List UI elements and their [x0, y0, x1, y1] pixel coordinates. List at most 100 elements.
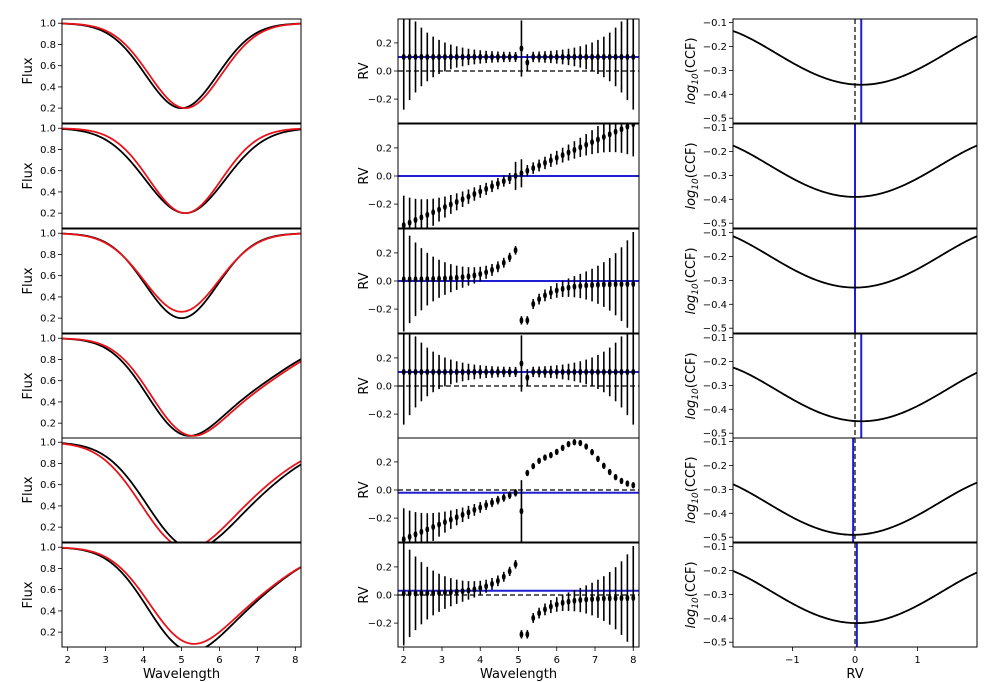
ytick-label: −0.5: [703, 533, 727, 544]
rv-point: [437, 53, 441, 61]
rv-point: [431, 368, 436, 376]
ytick-label: −0.3: [703, 485, 727, 496]
rv-point: [525, 469, 530, 477]
ytick-label: 0.8: [40, 355, 56, 366]
rv-panel-5: −0.2 0.0 0.2 RV: [357, 437, 640, 543]
ccf-plot-area: [733, 229, 977, 333]
ccf-plot-area: [733, 124, 977, 228]
rv-point: [460, 587, 465, 595]
rv-point: [572, 146, 577, 154]
rv-point: [401, 53, 406, 61]
rv-point: [519, 45, 524, 52]
rv-point: [584, 596, 589, 603]
rv-point: [401, 221, 406, 228]
rv-point: [625, 124, 630, 130]
rv-point: [484, 583, 489, 590]
rv-point: [543, 368, 547, 376]
rv-point: [537, 368, 541, 376]
rv-point: [419, 368, 424, 376]
rv-point: [448, 589, 453, 596]
rv-plot-area: [398, 439, 639, 542]
ccf-column: −0.1−0.2−0.3−0.4−0.5log10(CCF)−0.1−0.2−0…: [684, 18, 978, 682]
rv-point: [478, 368, 483, 376]
ytick-label: −0.1: [703, 18, 727, 29]
xtick-label: 3: [102, 655, 108, 666]
rv-point: [507, 53, 512, 61]
rv-point: [431, 209, 436, 216]
ytick-label: 1.0: [40, 229, 56, 240]
ytick-label: −0.5: [703, 429, 727, 440]
ytick-label: −0.3: [703, 590, 727, 601]
rv-point: [425, 53, 430, 61]
rv-point: [554, 287, 559, 294]
rv-point: [460, 196, 465, 203]
ytick-label: −0.2: [703, 357, 727, 368]
rv-point: [519, 507, 524, 515]
flux-panel-3: 0.2 0.4 0.6 0.8 1.0 Flux: [21, 228, 302, 334]
rv-point: [531, 300, 536, 308]
rv-point: [413, 216, 418, 224]
ccf-curve: [733, 366, 977, 423]
ytick-label: 0.2: [376, 562, 392, 573]
panel-frame: [732, 228, 978, 334]
rv-point: [431, 523, 436, 531]
rv-point: [607, 131, 612, 138]
observed-line: [62, 232, 301, 320]
ylabel: log10(CCF): [684, 142, 701, 209]
rv-point: [454, 368, 459, 376]
rv-point: [443, 518, 447, 526]
ylabel: log10(CCF): [684, 352, 701, 419]
ytick-label: 0.2: [40, 314, 56, 325]
rv-point: [537, 295, 541, 303]
rv-point: [543, 454, 547, 461]
rv-point: [496, 263, 500, 271]
rv-point: [407, 53, 412, 61]
rv-point: [484, 53, 489, 61]
rv-point: [619, 594, 624, 602]
rv-point: [566, 284, 571, 291]
rv-point: [584, 443, 589, 450]
panel-frame: [61, 123, 302, 229]
rv-point: [572, 283, 577, 290]
rv-plot-area: [398, 19, 639, 110]
xtick-label: 2: [401, 655, 407, 666]
rv-point: [560, 444, 565, 452]
rv-point: [448, 275, 453, 282]
rv-point: [619, 368, 624, 376]
ytick-label: 1.0: [40, 334, 56, 345]
rv-point: [437, 206, 441, 213]
observed-line: [62, 442, 301, 542]
rv-point: [584, 141, 589, 148]
rv-point: [466, 509, 471, 516]
rv-point: [454, 514, 459, 521]
rv-point: [507, 492, 512, 499]
rv-point: [419, 53, 424, 61]
rv-point: [531, 614, 536, 622]
rv-point: [613, 53, 618, 61]
rv-point: [613, 368, 618, 376]
ytick-label: −0.4: [703, 300, 727, 311]
xtick-label: 7: [592, 655, 598, 666]
rv-point: [466, 53, 471, 61]
rv-point: [478, 188, 483, 195]
rv-point: [543, 159, 547, 167]
ccf-plot-area: [733, 543, 977, 647]
ytick-label: 0.2: [40, 104, 56, 115]
ytick-label: 0.2: [376, 38, 392, 49]
rv-point: [448, 201, 453, 208]
ytick-label: −0.2: [368, 305, 392, 316]
rv-point: [578, 282, 583, 290]
rv-point: [525, 374, 530, 381]
rv-point: [601, 462, 606, 469]
rv-point: [401, 276, 406, 283]
rv-point: [631, 124, 636, 128]
rv-point: [501, 368, 506, 376]
ytick-label: 0.6: [40, 271, 56, 282]
rv-panel-1: −0.2 0.0 0.2 RV: [357, 18, 640, 124]
rv-point: [607, 468, 612, 476]
rv-point: [543, 292, 547, 299]
ytick-label: 0.6: [40, 585, 56, 596]
rv-point: [496, 496, 500, 504]
